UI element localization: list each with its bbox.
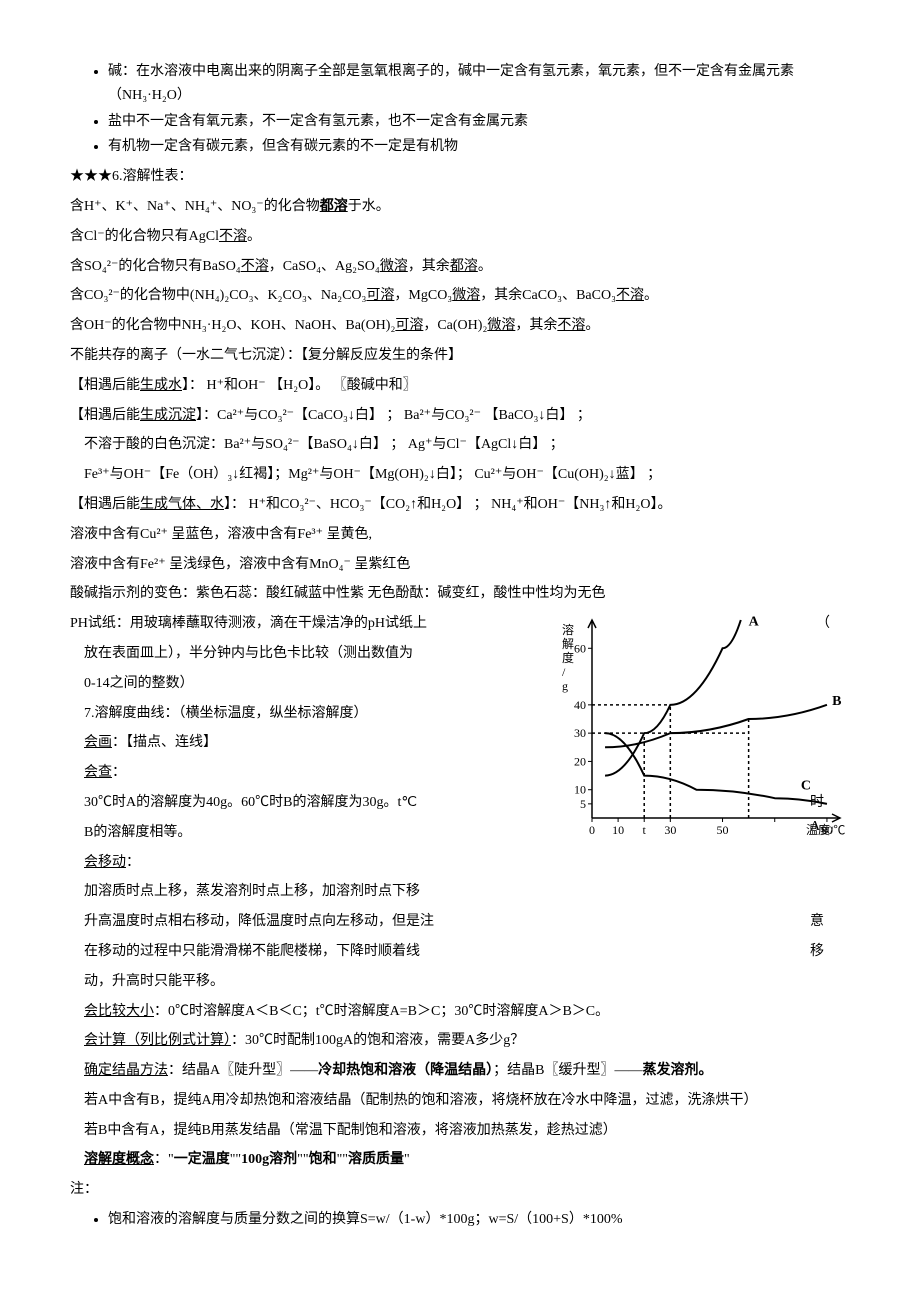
svg-text:30: 30 <box>664 823 676 837</box>
svg-text:40: 40 <box>574 698 586 712</box>
bullet-item: 碱：在水溶液中电离出来的阴离子全部是氢氧根离子的，碱中一定含有氢元素，氧元素，但… <box>108 60 850 108</box>
ions-line: 【相遇后能生成沉淀】：Ca²⁺与CO₃²⁻【CaCO₃↓白】 ； Ba²⁺与CO… <box>70 404 850 428</box>
solubility-line: 含H⁺、K⁺、Na⁺、NH₄⁺、NO₃⁻的化合物都溶于水。 <box>70 195 850 219</box>
color-line: 溶液中含有Fe²⁺ 呈浅绿色，溶液中含有MnO₄⁻ 呈紫红色 <box>70 553 850 577</box>
ions-line: 不溶于酸的白色沉淀：Ba²⁺与SO₄²⁻【BaSO₄↓白】 ； Ag⁺与Cl⁻【… <box>70 433 850 457</box>
curve-line: 溶解度概念："一定温度""100g溶剂""饱和""溶质质量" <box>70 1148 850 1172</box>
svg-text:/: / <box>562 665 566 679</box>
curve-line: 若B中含有A，提纯B用蒸发结晶（常温下配制饱和溶液，将溶液加热蒸发，趁热过滤） <box>70 1119 850 1143</box>
solubility-line: 含SO₄²⁻的化合物只有BaSO₄不溶，CaSO₄、Ag₂SO₄微溶，其余都溶。 <box>70 255 850 279</box>
svg-text:0: 0 <box>589 823 595 837</box>
svg-text:50: 50 <box>717 823 729 837</box>
svg-text:B: B <box>832 694 841 709</box>
solubility-heading: ★★★6.溶解性表： <box>70 165 850 189</box>
curve-line: 会计算（列比例式计算）：30℃时配制100gA的饱和溶液，需要A多少g？ <box>70 1029 850 1053</box>
bullet-item: 有机物一定含有碳元素，但含有碳元素的不一定是有机物 <box>108 135 850 159</box>
solubility-line: 含Cl⁻的化合物只有AgCl不溶。 <box>70 225 850 249</box>
notes-bullet: 饱和溶液的溶解度与质量分数之间的换算S=w/（1-w）*100g；w=S/（10… <box>108 1208 850 1232</box>
curve-line: 会比较大小：0℃时溶解度A＜B＜C；t℃时溶解度A=B＞C；30℃时溶解度A＞B… <box>70 1000 850 1024</box>
curve-line: B的溶解度相等。 <box>70 821 550 845</box>
solubility-line: 含OH⁻的化合物中NH₃·H₂O、KOH、NaOH、Ba(OH)₂可溶，Ca(O… <box>70 314 850 338</box>
ions-line: Fe³⁺与OH⁻【Fe（OH）₃↓红褐】；Mg²⁺与OH⁻【Mg(OH)₂↓白】… <box>70 463 850 487</box>
top-bullet-list: 碱：在水溶液中电离出来的阴离子全部是氢氧根离子的，碱中一定含有氢元素，氧元素，但… <box>70 60 850 159</box>
svg-text:t: t <box>643 823 647 837</box>
ions-line: 【相遇后能生成水】： H⁺和OH⁻ 【H₂O】。 〖酸碱中和〗 <box>70 374 850 398</box>
svg-text:g: g <box>562 679 568 693</box>
curve-title: 7.溶解度曲线：（横坐标温度，纵坐标溶解度） <box>70 702 550 726</box>
bullet-item: 盐中不一定含有氧元素，不一定含有氢元素，也不一定含有金属元素 <box>108 110 850 134</box>
curve-line: 若A中含有B，提纯A用冷却热饱和溶液结晶（配制热的饱和溶液，将烧杯放在冷水中降温… <box>70 1089 850 1113</box>
svg-text:度: 度 <box>562 650 574 665</box>
ions-heading: 不能共存的离子（一水二气七沉淀）：【复分解反应发生的条件】 <box>70 344 850 368</box>
svg-text:5: 5 <box>580 797 586 811</box>
ph-line: 放在表面皿上），半分钟内与比色卡比较（测出数值为 <box>70 642 550 666</box>
curve-line: 动，升高时只能平移。 <box>70 970 550 994</box>
wrap-section: 51020304060010t305090ABC溶解度/g温度/℃ PH试纸：用… <box>70 612 850 1172</box>
notes-heading: 注： <box>70 1178 850 1202</box>
svg-text:解: 解 <box>562 637 574 651</box>
curve-line: 在移动的过程中只能滑滑梯不能爬楼梯，下降时顺着线移 <box>70 940 550 964</box>
ions-line: 【相遇后能生成气体、水】： H⁺和CO₃²⁻、HCO₃⁻【CO₂↑和H₂O】 ；… <box>70 493 850 517</box>
curve-line: 会移动： <box>70 851 550 875</box>
curve-line: 30℃时A的溶解度为40g。60℃时B的溶解度为30g。t℃时A、 <box>70 791 550 815</box>
notes-list: 饱和溶液的溶解度与质量分数之间的换算S=w/（1-w）*100g；w=S/（10… <box>70 1208 850 1232</box>
curve-line: 会画：【描点、连线】 <box>70 731 550 755</box>
svg-text:30: 30 <box>574 726 586 740</box>
curve-line: 确定结晶方法：结晶A〖陡升型〗——冷却热饱和溶液（降温结晶）；结晶B〖缓升型〗—… <box>70 1059 850 1083</box>
indicator-line: 酸碱指示剂的变色：紫色石蕊：酸红碱蓝中性紫 无色酚酞：碱变红，酸性中性均为无色 <box>70 582 850 606</box>
color-line: 溶液中含有Cu²⁺ 呈蓝色，溶液中含有Fe³⁺ 呈黄色, <box>70 523 850 547</box>
svg-text:10: 10 <box>574 783 586 797</box>
svg-text:A: A <box>749 615 760 630</box>
curve-line: 会查： <box>70 761 550 785</box>
svg-text:60: 60 <box>574 641 586 655</box>
solubility-line: 含CO₃²⁻的化合物中(NH₄)₂CO₃、K₂CO₃、Na₂CO₃可溶，MgCO… <box>70 284 850 308</box>
ph-line: 0-14之间的整数） <box>70 672 550 696</box>
svg-text:溶: 溶 <box>562 622 574 637</box>
curve-line: 加溶质时点上移，蒸发溶剂时点上移，加溶剂时点下移 <box>70 880 550 904</box>
solubility-chart: 51020304060010t305090ABC溶解度/g温度/℃ <box>550 612 850 842</box>
svg-text:20: 20 <box>574 755 586 769</box>
svg-text:10: 10 <box>612 823 624 837</box>
curve-line: 升高温度时点相右移动，降低温度时点向左移动，但是注意 <box>70 910 550 934</box>
